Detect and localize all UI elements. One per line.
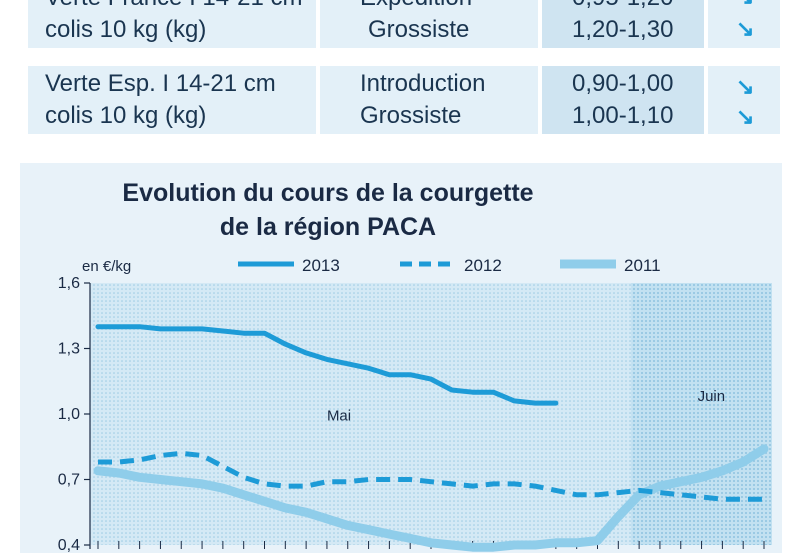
series-line-2012 bbox=[98, 450, 764, 502]
y-axis: 1,6 1,3 1,0 0,7 0,4 bbox=[58, 275, 91, 554]
chart-title: de la région PACA bbox=[220, 213, 436, 241]
product-cell: Verte France I 14-21 cm colis 10 kg (kg) bbox=[28, 0, 316, 48]
stage-cell: Introduction Grossiste bbox=[320, 66, 538, 134]
product-name: Verte Esp. I 14-21 cm bbox=[45, 70, 276, 97]
price-range: 1,00-1,10 bbox=[572, 102, 674, 129]
legend-label-2011: 2011 bbox=[624, 256, 661, 275]
stage-label: Expédition bbox=[360, 0, 472, 13]
stage-label: Introduction bbox=[360, 70, 486, 97]
price-range: 1,20-1,30 bbox=[572, 16, 674, 43]
y-tick-label: 0,7 bbox=[58, 472, 80, 489]
june-shading bbox=[631, 283, 772, 545]
price-range: 0,95-1,20 bbox=[572, 0, 673, 13]
y-tick-label: 0,4 bbox=[58, 537, 80, 553]
annotation-june: Juin bbox=[698, 388, 726, 405]
series-line-2013 bbox=[95, 324, 559, 406]
price-cell: 0,95-1,20 1,20-1,30 bbox=[542, 0, 704, 48]
price-chart: Evolution du cours de la courgette de la… bbox=[58, 179, 772, 554]
product-name: Verte France I 14-21 cm bbox=[45, 0, 302, 13]
stage-label: Grossiste bbox=[360, 102, 462, 129]
product-cell: Verte Esp. I 14-21 cm colis 10 kg (kg) bbox=[28, 66, 316, 134]
stage-cell: Expédition Grossiste bbox=[320, 0, 538, 48]
arrow-down-right-icon: ↘ bbox=[736, 74, 755, 99]
arrow-down-right-icon: ↘ bbox=[736, 16, 755, 41]
chart-legend: 2013 2012 2011 bbox=[238, 256, 661, 275]
chart-title: Evolution du cours de la courgette bbox=[122, 179, 533, 207]
series-line-2011 bbox=[93, 444, 769, 552]
price-cell: 0,90-1,00 1,00-1,10 bbox=[542, 66, 704, 134]
y-tick-label: 1,3 bbox=[58, 341, 80, 358]
legend-label-2012: 2012 bbox=[464, 256, 502, 275]
series-lines bbox=[93, 324, 769, 552]
legend-label-2013: 2013 bbox=[302, 256, 340, 275]
y-tick-label: 1,0 bbox=[58, 406, 80, 423]
table-row: Verte Esp. I 14-21 cm colis 10 kg (kg) I… bbox=[28, 66, 780, 134]
annotation-may: Mai bbox=[327, 408, 351, 425]
trend-cell: ↘ ↘ bbox=[708, 66, 780, 134]
product-packaging: colis 10 kg (kg) bbox=[45, 16, 207, 43]
chart-panel: Evolution du cours de la courgette de la… bbox=[20, 163, 782, 554]
y-tick-label: 1,6 bbox=[58, 275, 80, 292]
arrow-down-right-icon: ↘ bbox=[736, 0, 754, 8]
trend-cell: ↘ ↘ bbox=[708, 0, 780, 48]
y-axis-unit: en €/kg bbox=[82, 258, 131, 275]
stage-label: Grossiste bbox=[368, 16, 470, 43]
product-packaging: colis 10 kg (kg) bbox=[45, 102, 207, 129]
price-range: 0,90-1,00 bbox=[572, 70, 674, 97]
table-row: Verte France I 14-21 cm colis 10 kg (kg)… bbox=[28, 0, 780, 48]
arrow-down-right-icon: ↘ bbox=[736, 104, 755, 129]
